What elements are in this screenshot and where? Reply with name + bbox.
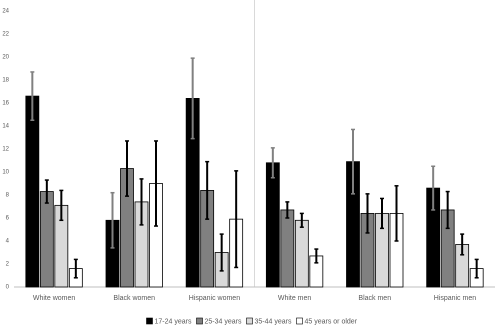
y-tick-label: 22 [2, 32, 9, 38]
y-tick-label: 8 [6, 193, 10, 199]
x-tick-label: Hispanic men [434, 295, 477, 302]
bar [294, 219, 309, 288]
y-tick-label: 20 [2, 55, 9, 61]
y-tick-label: 14 [2, 124, 9, 130]
legend-swatch [246, 317, 253, 325]
y-tick-label: 18 [2, 78, 9, 84]
legend-label: 45 years or older [305, 318, 358, 325]
y-tick-label: 10 [2, 170, 9, 176]
bar [280, 209, 295, 288]
legend-swatch [296, 317, 303, 325]
legend-label: 25-34 years [205, 318, 242, 325]
y-tick-label: 4 [6, 239, 10, 245]
x-tick-label: Hispanic women [189, 295, 240, 302]
y-tick-label: 2 [6, 262, 10, 268]
legend-label: 17-24 years [155, 318, 192, 325]
y-tick-label: 24 [2, 9, 9, 15]
x-tick-label: White women [33, 295, 76, 302]
x-tick-label: Black women [113, 295, 155, 302]
y-tick-label: 12 [2, 147, 9, 153]
legend-swatch [196, 317, 203, 325]
legend-label: 35-44 years [255, 318, 292, 325]
y-tick-label: 6 [6, 216, 10, 222]
bar [25, 95, 40, 288]
x-tick-label: Black men [358, 295, 391, 302]
bar [265, 162, 280, 288]
y-tick-label: 16 [2, 101, 9, 107]
legend-swatch [146, 317, 153, 325]
x-tick-label: White men [278, 295, 312, 302]
y-tick-label: 0 [6, 285, 10, 291]
bar [39, 191, 54, 288]
